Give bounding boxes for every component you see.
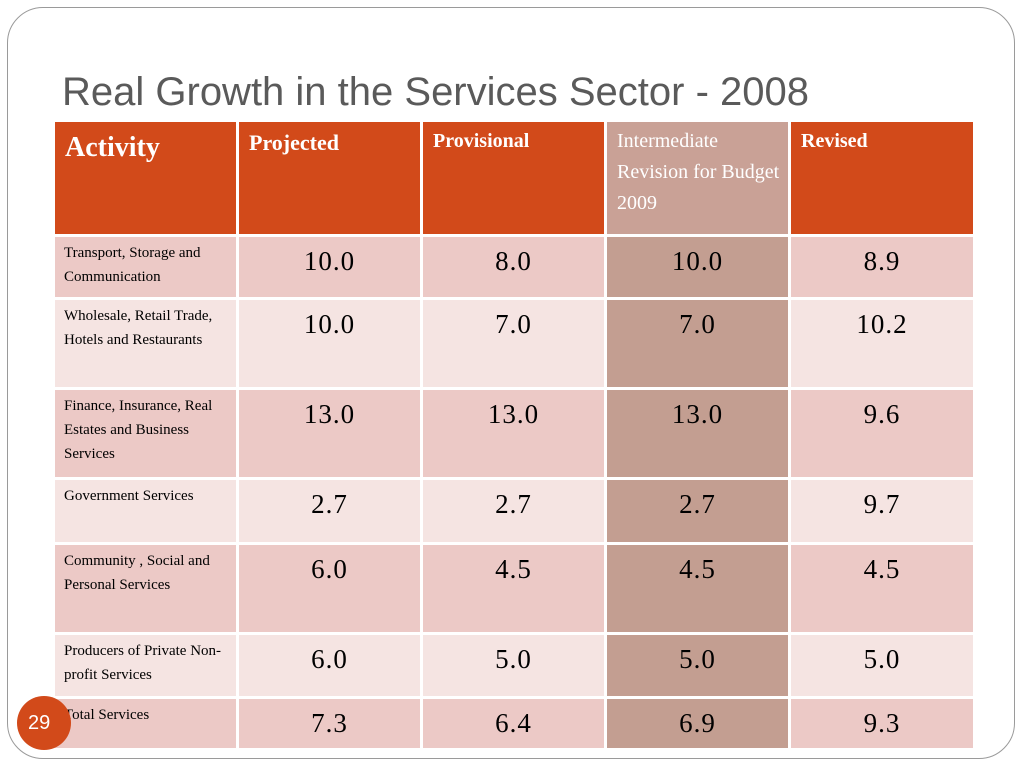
table-row: Finance, Insurance, Real Estates and Bus… [52, 387, 976, 480]
intermediate-cell: 2.7 [604, 477, 791, 545]
activity-cell: Transport, Storage and Communication [52, 234, 239, 300]
revised-cell: 10.2 [788, 297, 976, 390]
slide-title: Real Growth in the Services Sector - 200… [62, 70, 810, 114]
provisional-cell: 5.0 [420, 632, 607, 699]
table-row: Total Services 7.3 6.4 6.9 9.3 [52, 696, 976, 751]
table-row: Government Services 2.7 2.7 2.7 9.7 [52, 477, 976, 545]
projected-cell: 10.0 [236, 234, 423, 300]
provisional-cell: 8.0 [420, 234, 607, 300]
activity-cell: Total Services [52, 696, 239, 751]
projected-cell: 13.0 [236, 387, 423, 480]
revised-cell: 9.6 [788, 387, 976, 480]
header-activity: Activity [52, 119, 239, 237]
provisional-cell: 7.0 [420, 297, 607, 390]
intermediate-cell: 13.0 [604, 387, 791, 480]
provisional-cell: 13.0 [420, 387, 607, 480]
table-row: Transport, Storage and Communication 10.… [52, 234, 976, 300]
revised-cell: 9.3 [788, 696, 976, 751]
projected-cell: 10.0 [236, 297, 423, 390]
table-row: Community , Social and Personal Services… [52, 542, 976, 635]
activity-cell: Wholesale, Retail Trade, Hotels and Rest… [52, 297, 239, 390]
revised-cell: 5.0 [788, 632, 976, 699]
projected-cell: 6.0 [236, 542, 423, 635]
header-projected: Projected [236, 119, 423, 237]
header-provisional: Provisional [420, 119, 607, 237]
provisional-cell: 2.7 [420, 477, 607, 545]
intermediate-cell: 5.0 [604, 632, 791, 699]
intermediate-cell: 4.5 [604, 542, 791, 635]
revised-cell: 8.9 [788, 234, 976, 300]
provisional-cell: 6.4 [420, 696, 607, 751]
activity-cell: Community , Social and Personal Services [52, 542, 239, 635]
table-row: Producers of Private Non-profit Services… [52, 632, 976, 699]
page-number-badge: 29 [17, 696, 71, 750]
activity-cell: Government Services [52, 477, 239, 545]
projected-cell: 2.7 [236, 477, 423, 545]
intermediate-cell: 10.0 [604, 234, 791, 300]
projected-cell: 6.0 [236, 632, 423, 699]
provisional-cell: 4.5 [420, 542, 607, 635]
header-intermediate-revision: Intermediate Revision for Budget 2009 [604, 119, 791, 237]
revised-cell: 9.7 [788, 477, 976, 545]
projected-cell: 7.3 [236, 696, 423, 751]
intermediate-cell: 7.0 [604, 297, 791, 390]
growth-table: Activity Projected Provisional Intermedi… [52, 119, 976, 751]
header-revised: Revised [788, 119, 976, 237]
activity-cell: Producers of Private Non-profit Services [52, 632, 239, 699]
table-row: Wholesale, Retail Trade, Hotels and Rest… [52, 297, 976, 390]
intermediate-cell: 6.9 [604, 696, 791, 751]
revised-cell: 4.5 [788, 542, 976, 635]
activity-cell: Finance, Insurance, Real Estates and Bus… [52, 387, 239, 480]
table-header-row: Activity Projected Provisional Intermedi… [52, 119, 976, 237]
